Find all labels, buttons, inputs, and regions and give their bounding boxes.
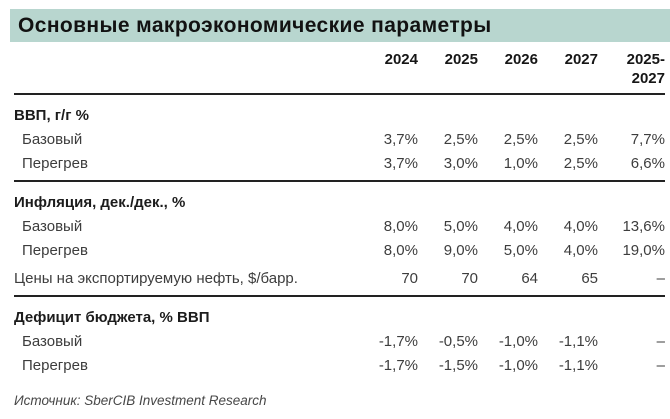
- table-cell: 6,6%: [630, 155, 665, 172]
- table-row-inflation-overheat: Перегрев 8,0% 9,0% 5,0% 4,0% 19,0%: [14, 239, 665, 263]
- table-cell: 2,5%: [503, 131, 538, 148]
- table-cell: -1,1%: [558, 357, 598, 374]
- table-cell: 9,0%: [443, 242, 478, 259]
- table-row-deficit-overheat: Перегрев -1,7% -1,5% -1,0% -1,1% –: [14, 354, 665, 378]
- column-header-2026: 2026: [504, 51, 538, 68]
- label-column-header: [14, 42, 358, 94]
- table-cell: 4,0%: [563, 242, 598, 259]
- row-label: Перегрев: [22, 155, 88, 172]
- column-header-2025-2027: 2025-2027: [626, 51, 665, 87]
- row-label: Базовый: [22, 131, 83, 148]
- table-cell: 4,0%: [563, 218, 598, 235]
- table-row-gdp-base: Базовый 3,7% 2,5% 2,5% 2,5% 7,7%: [14, 128, 665, 152]
- table-cell: 3,0%: [443, 155, 478, 172]
- section-title: Дефицит бюджета, % ВВП: [14, 309, 210, 326]
- table-cell: -1,0%: [498, 333, 538, 350]
- table-cell: 5,0%: [503, 242, 538, 259]
- table-row-deficit-base: Базовый -1,7% -0,5% -1,0% -1,1% –: [14, 330, 665, 354]
- table-cell: 8,0%: [383, 218, 418, 235]
- section-title: Инфляция, дек./дек., %: [14, 194, 186, 211]
- macro-parameters-table: 2024 2025 2026 2027 2025-2027 ВВП, г/г %…: [14, 42, 665, 378]
- table-cell: 4,0%: [503, 218, 538, 235]
- table-cell: 8,0%: [383, 242, 418, 259]
- table-cell: 3,7%: [383, 131, 418, 148]
- section-header-budget-deficit: Дефицит бюджета, % ВВП: [14, 296, 665, 330]
- table-cell: 13,6%: [622, 218, 665, 235]
- table-cell: -1,0%: [498, 357, 538, 374]
- table-cell: 64: [521, 270, 538, 287]
- table-row-gdp-overheat: Перегрев 3,7% 3,0% 1,0% 2,5% 6,6%: [14, 152, 665, 181]
- table-cell: 1,0%: [503, 155, 538, 172]
- table-cell: -1,1%: [558, 333, 598, 350]
- section-title: ВВП, г/г %: [14, 107, 89, 124]
- table-cell: 7,7%: [630, 131, 665, 148]
- table-cell: 2,5%: [563, 131, 598, 148]
- table-cell: –: [656, 333, 665, 350]
- column-header-2024: 2024: [384, 51, 418, 68]
- table-cell: 70: [401, 270, 418, 287]
- table-cell: 3,7%: [383, 155, 418, 172]
- table-cell: –: [656, 357, 665, 374]
- row-label: Базовый: [22, 218, 83, 235]
- column-header-2027: 2027: [564, 51, 598, 68]
- title-bar: Основные макроэкономические параметры: [10, 9, 670, 42]
- section-header-inflation: Инфляция, дек./дек., %: [14, 181, 665, 215]
- row-label: Перегрев: [22, 357, 88, 374]
- table-header-row: 2024 2025 2026 2027 2025-2027: [14, 42, 665, 94]
- table-cell: 65: [581, 270, 598, 287]
- row-label: Цены на экспортируемую нефть, $/барр.: [14, 270, 298, 287]
- column-header-2025: 2025: [444, 51, 478, 68]
- table-cell: -1,7%: [378, 333, 418, 350]
- table-cell: -1,5%: [438, 357, 478, 374]
- row-label: Перегрев: [22, 242, 88, 259]
- row-label: Базовый: [22, 333, 83, 350]
- page-title: Основные макроэкономические параметры: [18, 13, 492, 37]
- table-cell: –: [656, 270, 665, 287]
- source-note: Источник: SberCIB Investment Research: [14, 393, 267, 408]
- table-cell: 2,5%: [443, 131, 478, 148]
- table-row-oil-price: Цены на экспортируемую нефть, $/барр. 70…: [14, 263, 665, 296]
- table-cell: 19,0%: [622, 242, 665, 259]
- section-header-gdp: ВВП, г/г %: [14, 94, 665, 128]
- table-cell: 5,0%: [443, 218, 478, 235]
- table-cell: -1,7%: [378, 357, 418, 374]
- table-row-inflation-base: Базовый 8,0% 5,0% 4,0% 4,0% 13,6%: [14, 215, 665, 239]
- table-cell: -0,5%: [438, 333, 478, 350]
- table-cell: 2,5%: [563, 155, 598, 172]
- table-cell: 70: [461, 270, 478, 287]
